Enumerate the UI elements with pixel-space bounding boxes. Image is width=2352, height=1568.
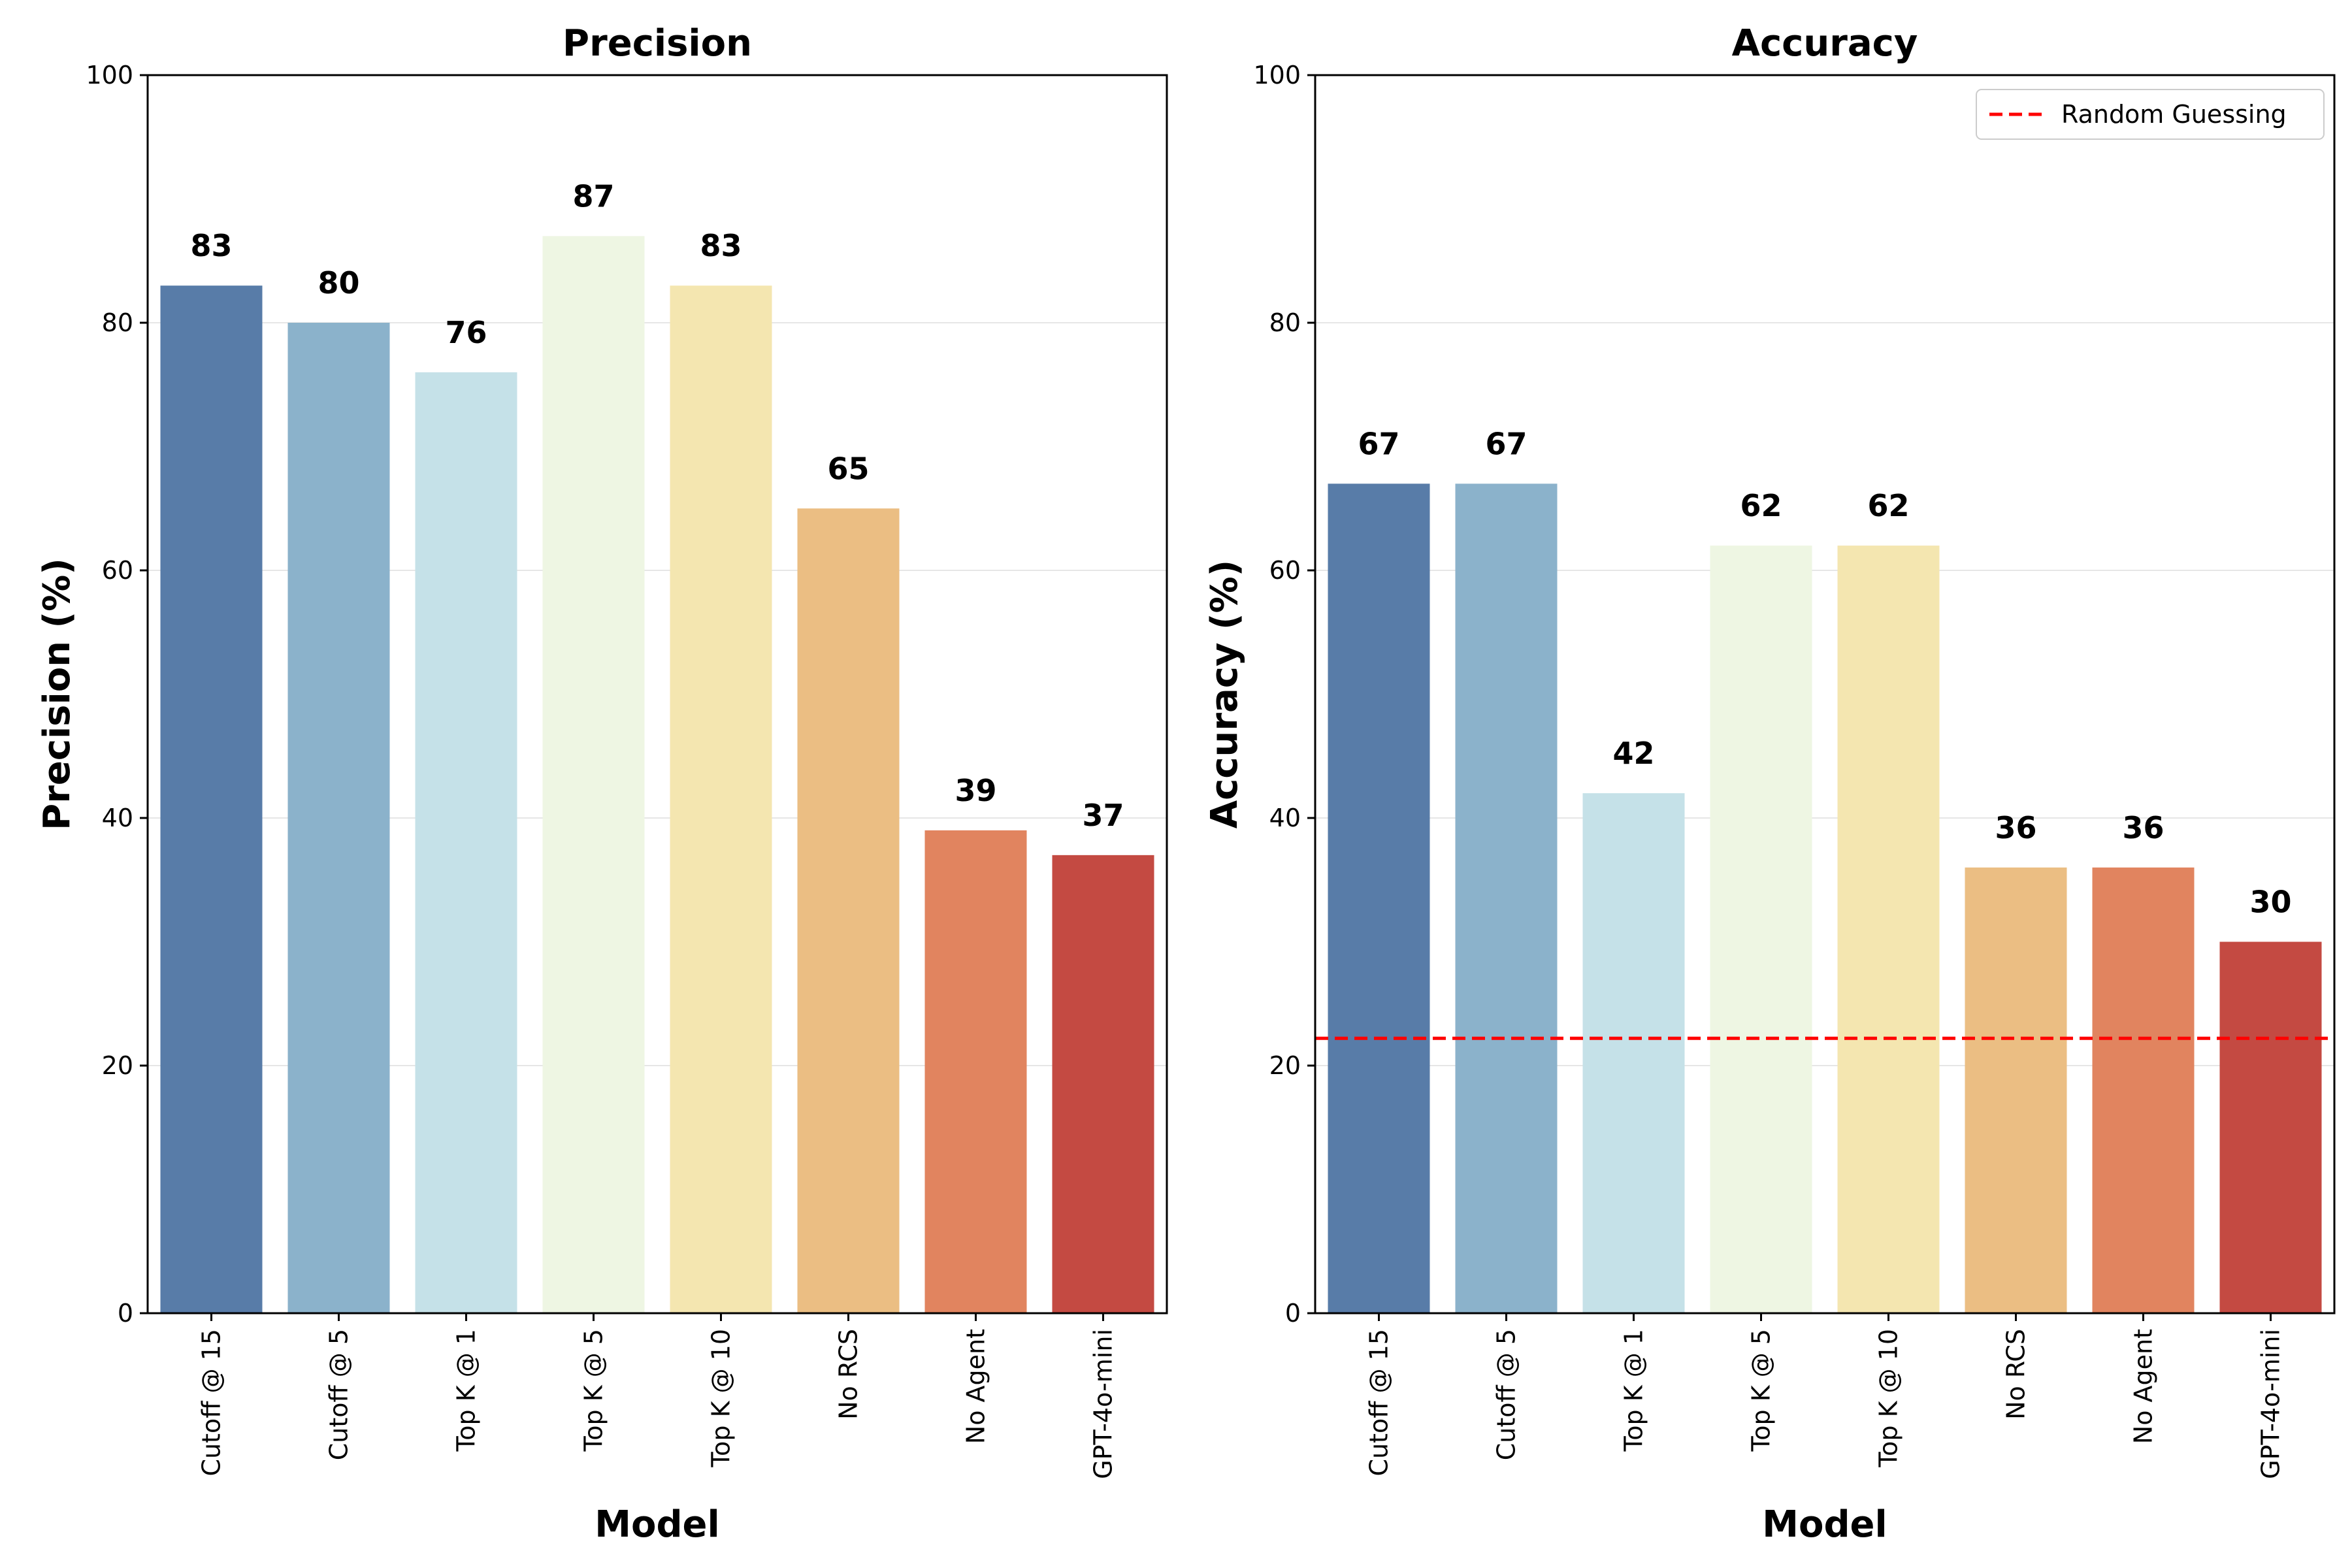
accuracy-chart: 67 67 42 62 62 36 36 30 0 20 40 60 80 100 Cutoff @ 15 C… — [1203, 22, 2336, 1546]
x-tick-label: Top K @ 5 — [580, 1329, 608, 1452]
y-tick-label: 0 — [1285, 1299, 1301, 1328]
x-tick-label: GPT-4o-mini — [1089, 1329, 1118, 1479]
plot-frame — [146, 74, 1168, 1315]
x-tick-label: Cutoff @ 5 — [1492, 1329, 1521, 1460]
x-tick-label: Top K @ 5 — [1747, 1329, 1776, 1452]
chart-title: Precision — [563, 22, 752, 65]
bar — [415, 372, 517, 1313]
y-tick-label: 20 — [102, 1051, 133, 1080]
x-tick-label: No RCS — [2002, 1329, 2031, 1420]
data-label: 36 — [1995, 810, 2036, 845]
y-tick-label: 40 — [102, 804, 133, 832]
x-tick-label: GPT-4o-mini — [2257, 1329, 2285, 1479]
bar — [1837, 546, 1940, 1313]
bar — [287, 323, 390, 1313]
data-label: 76 — [445, 315, 487, 350]
bar — [1052, 855, 1154, 1313]
x-tick-label: Top K @ 10 — [1874, 1329, 1903, 1468]
y-tick-label: 100 — [86, 61, 133, 90]
bar — [670, 286, 772, 1313]
bar — [1455, 483, 1558, 1313]
y-tick-label: 80 — [102, 308, 133, 337]
y-tick-label: 0 — [118, 1299, 133, 1328]
bar — [2092, 867, 2195, 1313]
bar — [542, 236, 645, 1314]
data-label: 67 — [1485, 426, 1527, 461]
x-tick-label: No RCS — [834, 1329, 863, 1420]
data-label: 87 — [572, 178, 614, 214]
y-tick-label: 100 — [1253, 61, 1301, 90]
x-axis-label: Model — [1762, 1503, 1887, 1546]
x-tick-label: Top K @ 1 — [1620, 1329, 1648, 1452]
precision-chart: 83 80 76 87 83 65 39 37 0 20 40 60 80 100 Cutoff @ 15 C… — [36, 22, 1168, 1546]
data-label: 83 — [700, 228, 742, 263]
y-tick-label: 80 — [1269, 308, 1301, 337]
x-tick-label: Top K @ 1 — [452, 1329, 481, 1452]
data-label: 62 — [1740, 488, 1782, 523]
chart-title: Accuracy — [1732, 22, 1918, 65]
data-label: 30 — [2249, 885, 2291, 920]
y-tick-label: 60 — [1269, 556, 1301, 585]
legend-box — [1976, 89, 2325, 140]
x-tick-label: Cutoff @ 5 — [325, 1329, 353, 1460]
y-axis-label: Precision (%) — [36, 558, 78, 830]
data-label: 62 — [1867, 488, 1909, 523]
data-label: 67 — [1358, 426, 1399, 461]
bar — [1328, 483, 1430, 1313]
legend-entry: Random Guessing — [2061, 100, 2287, 129]
x-tick-label: Cutoff @ 15 — [1365, 1329, 1394, 1476]
x-tick-label: No Agent — [2129, 1329, 2158, 1444]
bar — [924, 830, 1027, 1313]
bar — [1965, 867, 2067, 1313]
data-label: 42 — [1612, 736, 1654, 771]
bar — [1710, 546, 1812, 1313]
bar — [160, 286, 263, 1313]
bar — [2219, 941, 2322, 1313]
y-tick-label: 40 — [1269, 804, 1301, 832]
x-tick-label: No Agent — [962, 1329, 990, 1444]
data-label: 65 — [827, 451, 869, 486]
data-label: 39 — [955, 773, 996, 808]
bar — [1582, 793, 1685, 1313]
y-tick-label: 60 — [102, 556, 133, 585]
y-axis-label: Accuracy (%) — [1203, 560, 1246, 829]
x-tick-label: Cutoff @ 15 — [197, 1329, 226, 1476]
data-label: 37 — [1082, 798, 1124, 833]
plot-frame — [1314, 74, 2336, 1315]
data-label: 36 — [2122, 810, 2164, 845]
data-label: 80 — [318, 265, 359, 301]
x-axis-label: Model — [595, 1503, 719, 1546]
bar — [797, 508, 900, 1313]
data-label: 83 — [190, 228, 232, 263]
x-tick-label: Top K @ 10 — [707, 1329, 736, 1468]
y-tick-label: 20 — [1269, 1051, 1301, 1080]
